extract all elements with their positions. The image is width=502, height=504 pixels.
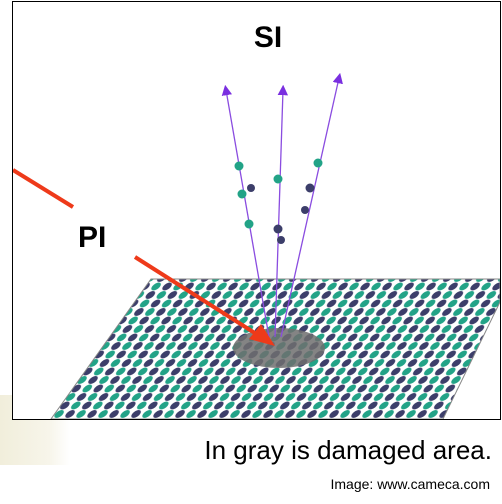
diagram: SI PI — [13, 2, 500, 419]
ejected-particles — [235, 159, 323, 245]
figure-frame: SI PI — [12, 1, 501, 420]
image-credit: Image: www.cameca.com — [331, 476, 491, 492]
secondary-ion-label: SI — [254, 21, 282, 54]
damaged-area — [233, 328, 325, 368]
primary-ion-label: PI — [78, 221, 106, 254]
beam-segment — [13, 170, 73, 207]
caption: In gray is damaged area. — [204, 435, 492, 466]
page: SI PI In gray is damaged area. Image: ww… — [0, 0, 502, 504]
